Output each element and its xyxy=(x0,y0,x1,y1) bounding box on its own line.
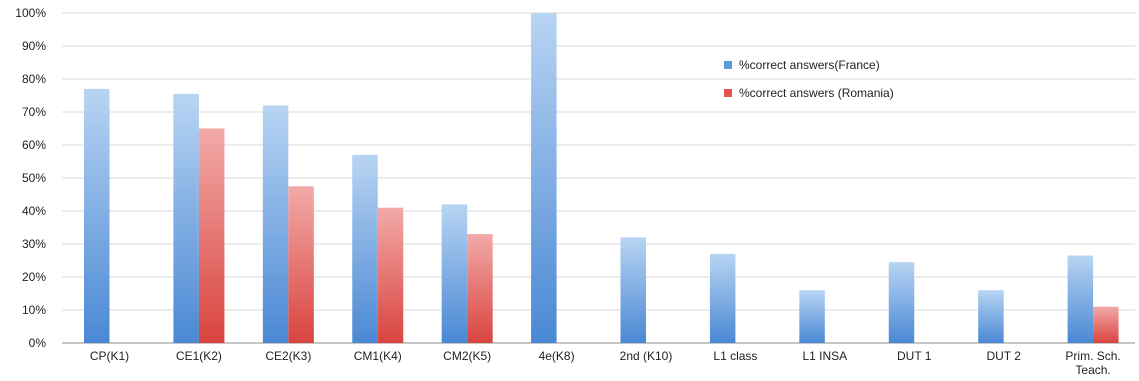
x-axis-labels: CP(K1) CE1(K2) CE2(K3) CM1(K4) CM2(K5) 4e(K8)… xyxy=(90,349,1121,377)
legend-swatch xyxy=(724,61,732,69)
y-tick-label: 60% xyxy=(22,138,46,152)
y-axis-ticks: 0% 10% 20% 30% 40% 50% 60% 70% 80% 90% 100% xyxy=(15,6,46,350)
y-tick-label: 70% xyxy=(22,105,46,119)
legend-label: %correct answers(France) xyxy=(739,58,880,72)
x-tick-label: Prim. Sch. Teach. xyxy=(1065,349,1120,377)
bar-romania xyxy=(1093,306,1119,343)
x-tick-label: DUT 1 xyxy=(897,349,932,363)
bar-france xyxy=(84,88,110,344)
x-tick-label: DUT 2 xyxy=(986,349,1021,363)
legend: %correct answers(France) %correct answers… xyxy=(724,58,894,100)
bar-france xyxy=(173,93,199,343)
y-tick-label: 80% xyxy=(22,72,46,86)
y-tick-label: 20% xyxy=(22,270,46,284)
bar-romania xyxy=(288,186,314,343)
bar-france xyxy=(531,13,557,343)
x-tick-label: CE1(K2) xyxy=(176,349,222,363)
y-tick-label: 90% xyxy=(22,39,46,53)
bar-france xyxy=(620,237,646,343)
bar-france xyxy=(352,154,378,343)
bar-france xyxy=(888,262,915,343)
bar-france xyxy=(799,290,825,343)
y-tick-label: 10% xyxy=(22,303,46,317)
bar-france xyxy=(441,204,468,343)
x-tick-label: CP(K1) xyxy=(90,349,129,363)
y-tick-label: 30% xyxy=(22,237,46,251)
x-tick-label: 2nd (K10) xyxy=(620,349,673,363)
gridlines xyxy=(62,12,1135,344)
legend-label: %correct answers (Romania) xyxy=(739,86,894,100)
y-tick-label: 50% xyxy=(22,171,46,185)
bar-france xyxy=(1067,255,1094,343)
x-tick-label: CE2(K3) xyxy=(265,349,311,363)
x-tick-label: CM2(K5) xyxy=(443,349,491,363)
bars xyxy=(84,13,1119,344)
y-tick-label: 0% xyxy=(29,336,47,350)
x-tick-label: 4e(K8) xyxy=(539,349,575,363)
bar-france xyxy=(709,253,736,343)
bar-romania xyxy=(467,234,493,343)
bar-france xyxy=(262,105,289,344)
y-tick-label: 40% xyxy=(22,204,46,218)
bar-romania xyxy=(198,128,225,343)
bar-romania xyxy=(377,207,404,343)
y-tick-label: 100% xyxy=(15,6,46,20)
x-tick-label: L1 INSA xyxy=(802,349,847,363)
x-tick-label: CM1(K4) xyxy=(354,349,402,363)
bar-france xyxy=(978,290,1004,343)
x-tick-label: L1 class xyxy=(713,349,757,363)
legend-swatch xyxy=(724,89,732,97)
